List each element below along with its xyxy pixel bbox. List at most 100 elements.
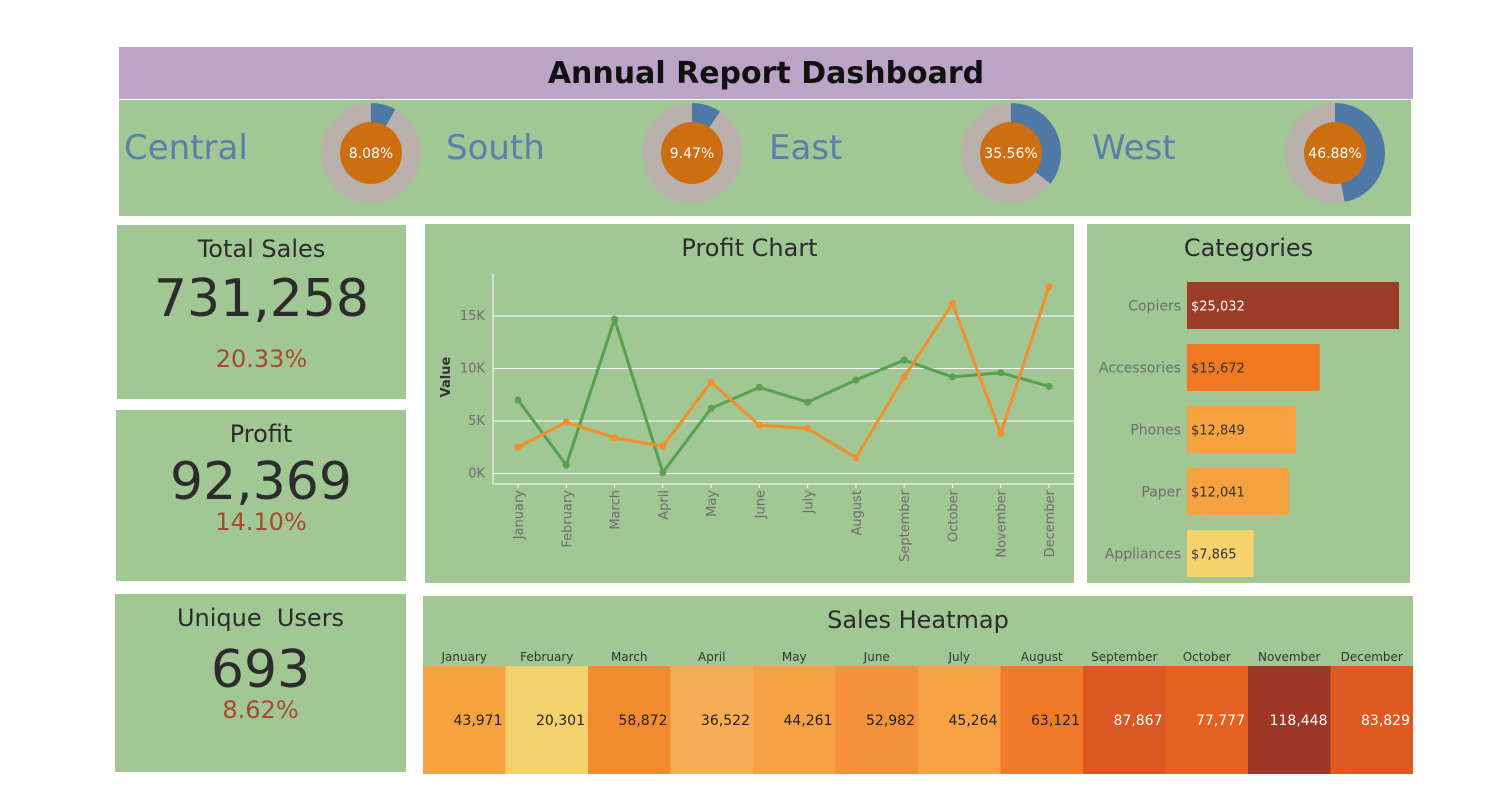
heatmap-cell[interactable] — [1083, 666, 1166, 774]
heatmap-cell-value: 58,872 — [619, 713, 668, 729]
data-point[interactable] — [997, 369, 1005, 377]
y-tick-label: 5K — [468, 414, 485, 429]
category-bar[interactable] — [1187, 282, 1399, 329]
data-point[interactable] — [659, 468, 667, 476]
heatmap-cell-value: 36,522 — [701, 713, 750, 729]
heatmap-column-header: April — [698, 650, 725, 664]
data-point[interactable] — [948, 299, 956, 307]
series-line-1 — [516, 317, 1050, 474]
x-tick-label: August — [850, 490, 865, 536]
region-donut-central[interactable]: 8.08% — [319, 101, 423, 205]
data-point[interactable] — [852, 454, 860, 462]
data-point[interactable] — [659, 442, 667, 450]
kpi-percent: 14.10% — [215, 508, 307, 536]
category-bar[interactable] — [1187, 344, 1320, 391]
heatmap-cell-value: 87,867 — [1114, 713, 1163, 729]
heatmap-cell[interactable] — [505, 666, 589, 774]
heatmap-column-header: May — [782, 650, 807, 664]
heatmap-cell[interactable] — [753, 666, 836, 774]
data-point[interactable] — [804, 398, 812, 406]
region-donut-west[interactable]: 46.88% — [1283, 101, 1387, 205]
categories-bar-chart[interactable]: Copiers $25,032 Accessories $15,672 Phones $1… — [1087, 224, 1410, 583]
region-name-east: East — [769, 128, 843, 168]
heatmap-column-header: February — [520, 650, 573, 664]
region-summary-strip: Central 8.08% South 9.47% East 35.56% We… — [119, 100, 1411, 216]
heatmap-cell-value: 52,982 — [866, 713, 915, 729]
heatmap-cell[interactable] — [918, 666, 1001, 774]
heatmap-cell[interactable] — [1248, 666, 1331, 774]
heatmap-cell[interactable] — [1330, 666, 1414, 774]
region-name-central: Central — [124, 128, 248, 168]
data-point[interactable] — [852, 376, 860, 384]
data-point[interactable] — [755, 383, 763, 391]
category-label: Copiers — [1128, 299, 1181, 315]
data-point[interactable] — [1045, 382, 1053, 390]
region-donut-south[interactable]: 9.47% — [640, 101, 744, 205]
data-point[interactable] — [707, 378, 715, 386]
data-point[interactable] — [707, 404, 715, 412]
kpi-title: Total Sales — [197, 235, 326, 263]
heatmap-cell-value: 20,301 — [536, 713, 585, 729]
heatmap-cell-value: 44,261 — [784, 713, 833, 729]
heatmap-cell[interactable] — [835, 666, 919, 774]
heatmap-cell-value: 118,448 — [1270, 713, 1328, 729]
category-label: Appliances — [1105, 547, 1181, 563]
donut-center — [980, 122, 1042, 184]
heatmap-cell[interactable] — [1165, 666, 1249, 774]
kpi-value: 693 — [210, 640, 311, 700]
kpi-value: 731,258 — [153, 269, 370, 329]
category-bar[interactable] — [1187, 468, 1289, 515]
category-bar[interactable] — [1187, 530, 1254, 577]
y-tick-label: 15K — [460, 309, 486, 324]
data-point[interactable] — [900, 356, 908, 364]
x-tick-label: March — [609, 490, 624, 530]
donut-percent-label: 9.47% — [670, 146, 714, 162]
categories-title: Categories — [1183, 234, 1314, 262]
data-point[interactable] — [562, 461, 570, 469]
data-point[interactable] — [997, 430, 1005, 438]
heatmap-cell-value: 77,777 — [1196, 713, 1245, 729]
data-point[interactable] — [562, 418, 570, 426]
data-point[interactable] — [611, 434, 619, 442]
x-tick-label: July — [802, 490, 817, 515]
categories-panel: Categories Copiers $25,032 Accessories $15,… — [1087, 224, 1410, 583]
data-point[interactable] — [900, 373, 908, 381]
data-point[interactable] — [804, 424, 812, 432]
heatmap-cell-value: 83,829 — [1361, 713, 1410, 729]
kpi-percent: 20.33% — [215, 345, 308, 373]
profit-line-chart[interactable]: 0K 5K 10K 15K Value January February March April… — [425, 224, 1074, 583]
kpi-card-total-sales: Total Sales 731,258 20.33% — [117, 225, 406, 399]
heatmap-column-header: January — [441, 650, 488, 664]
data-point[interactable] — [514, 396, 522, 404]
region-donut-east[interactable]: 35.56% — [959, 101, 1063, 205]
heatmap-column-header: August — [1021, 650, 1063, 664]
donut-center — [1304, 122, 1366, 184]
x-tick-label: December — [1043, 489, 1058, 557]
category-label: Phones — [1130, 423, 1181, 439]
data-point[interactable] — [948, 373, 956, 381]
region-name-south: South — [446, 128, 545, 168]
donut-percent-label: 35.56% — [984, 146, 1037, 162]
heatmap-column-header: November — [1258, 650, 1320, 664]
heatmap-cell-value: 45,264 — [949, 713, 998, 729]
x-tick-label: April — [657, 490, 672, 520]
heatmap-cell[interactable] — [670, 666, 754, 774]
data-point[interactable] — [611, 315, 619, 323]
category-value-label: $12,849 — [1191, 424, 1245, 439]
data-point[interactable] — [1045, 283, 1053, 291]
donut-percent-label: 8.08% — [349, 146, 393, 162]
category-label: Accessories — [1099, 361, 1181, 377]
heatmap-cell[interactable] — [588, 666, 671, 774]
category-bar[interactable] — [1187, 406, 1296, 453]
x-tick-label: September — [898, 489, 913, 562]
sales-heatmap-grid[interactable]: January 43,971 February 20,301 March 58,872 Ap… — [423, 596, 1413, 774]
x-tick-label: October — [946, 489, 961, 542]
data-point[interactable] — [755, 421, 763, 429]
heatmap-cell-value: 63,121 — [1031, 713, 1080, 729]
dashboard-title: Annual Report Dashboard — [119, 47, 1413, 99]
x-tick-label: June — [753, 490, 768, 519]
x-tick-label: January — [512, 490, 527, 541]
heatmap-cell[interactable] — [1000, 666, 1084, 774]
heatmap-cell[interactable] — [423, 666, 506, 774]
data-point[interactable] — [514, 443, 522, 451]
